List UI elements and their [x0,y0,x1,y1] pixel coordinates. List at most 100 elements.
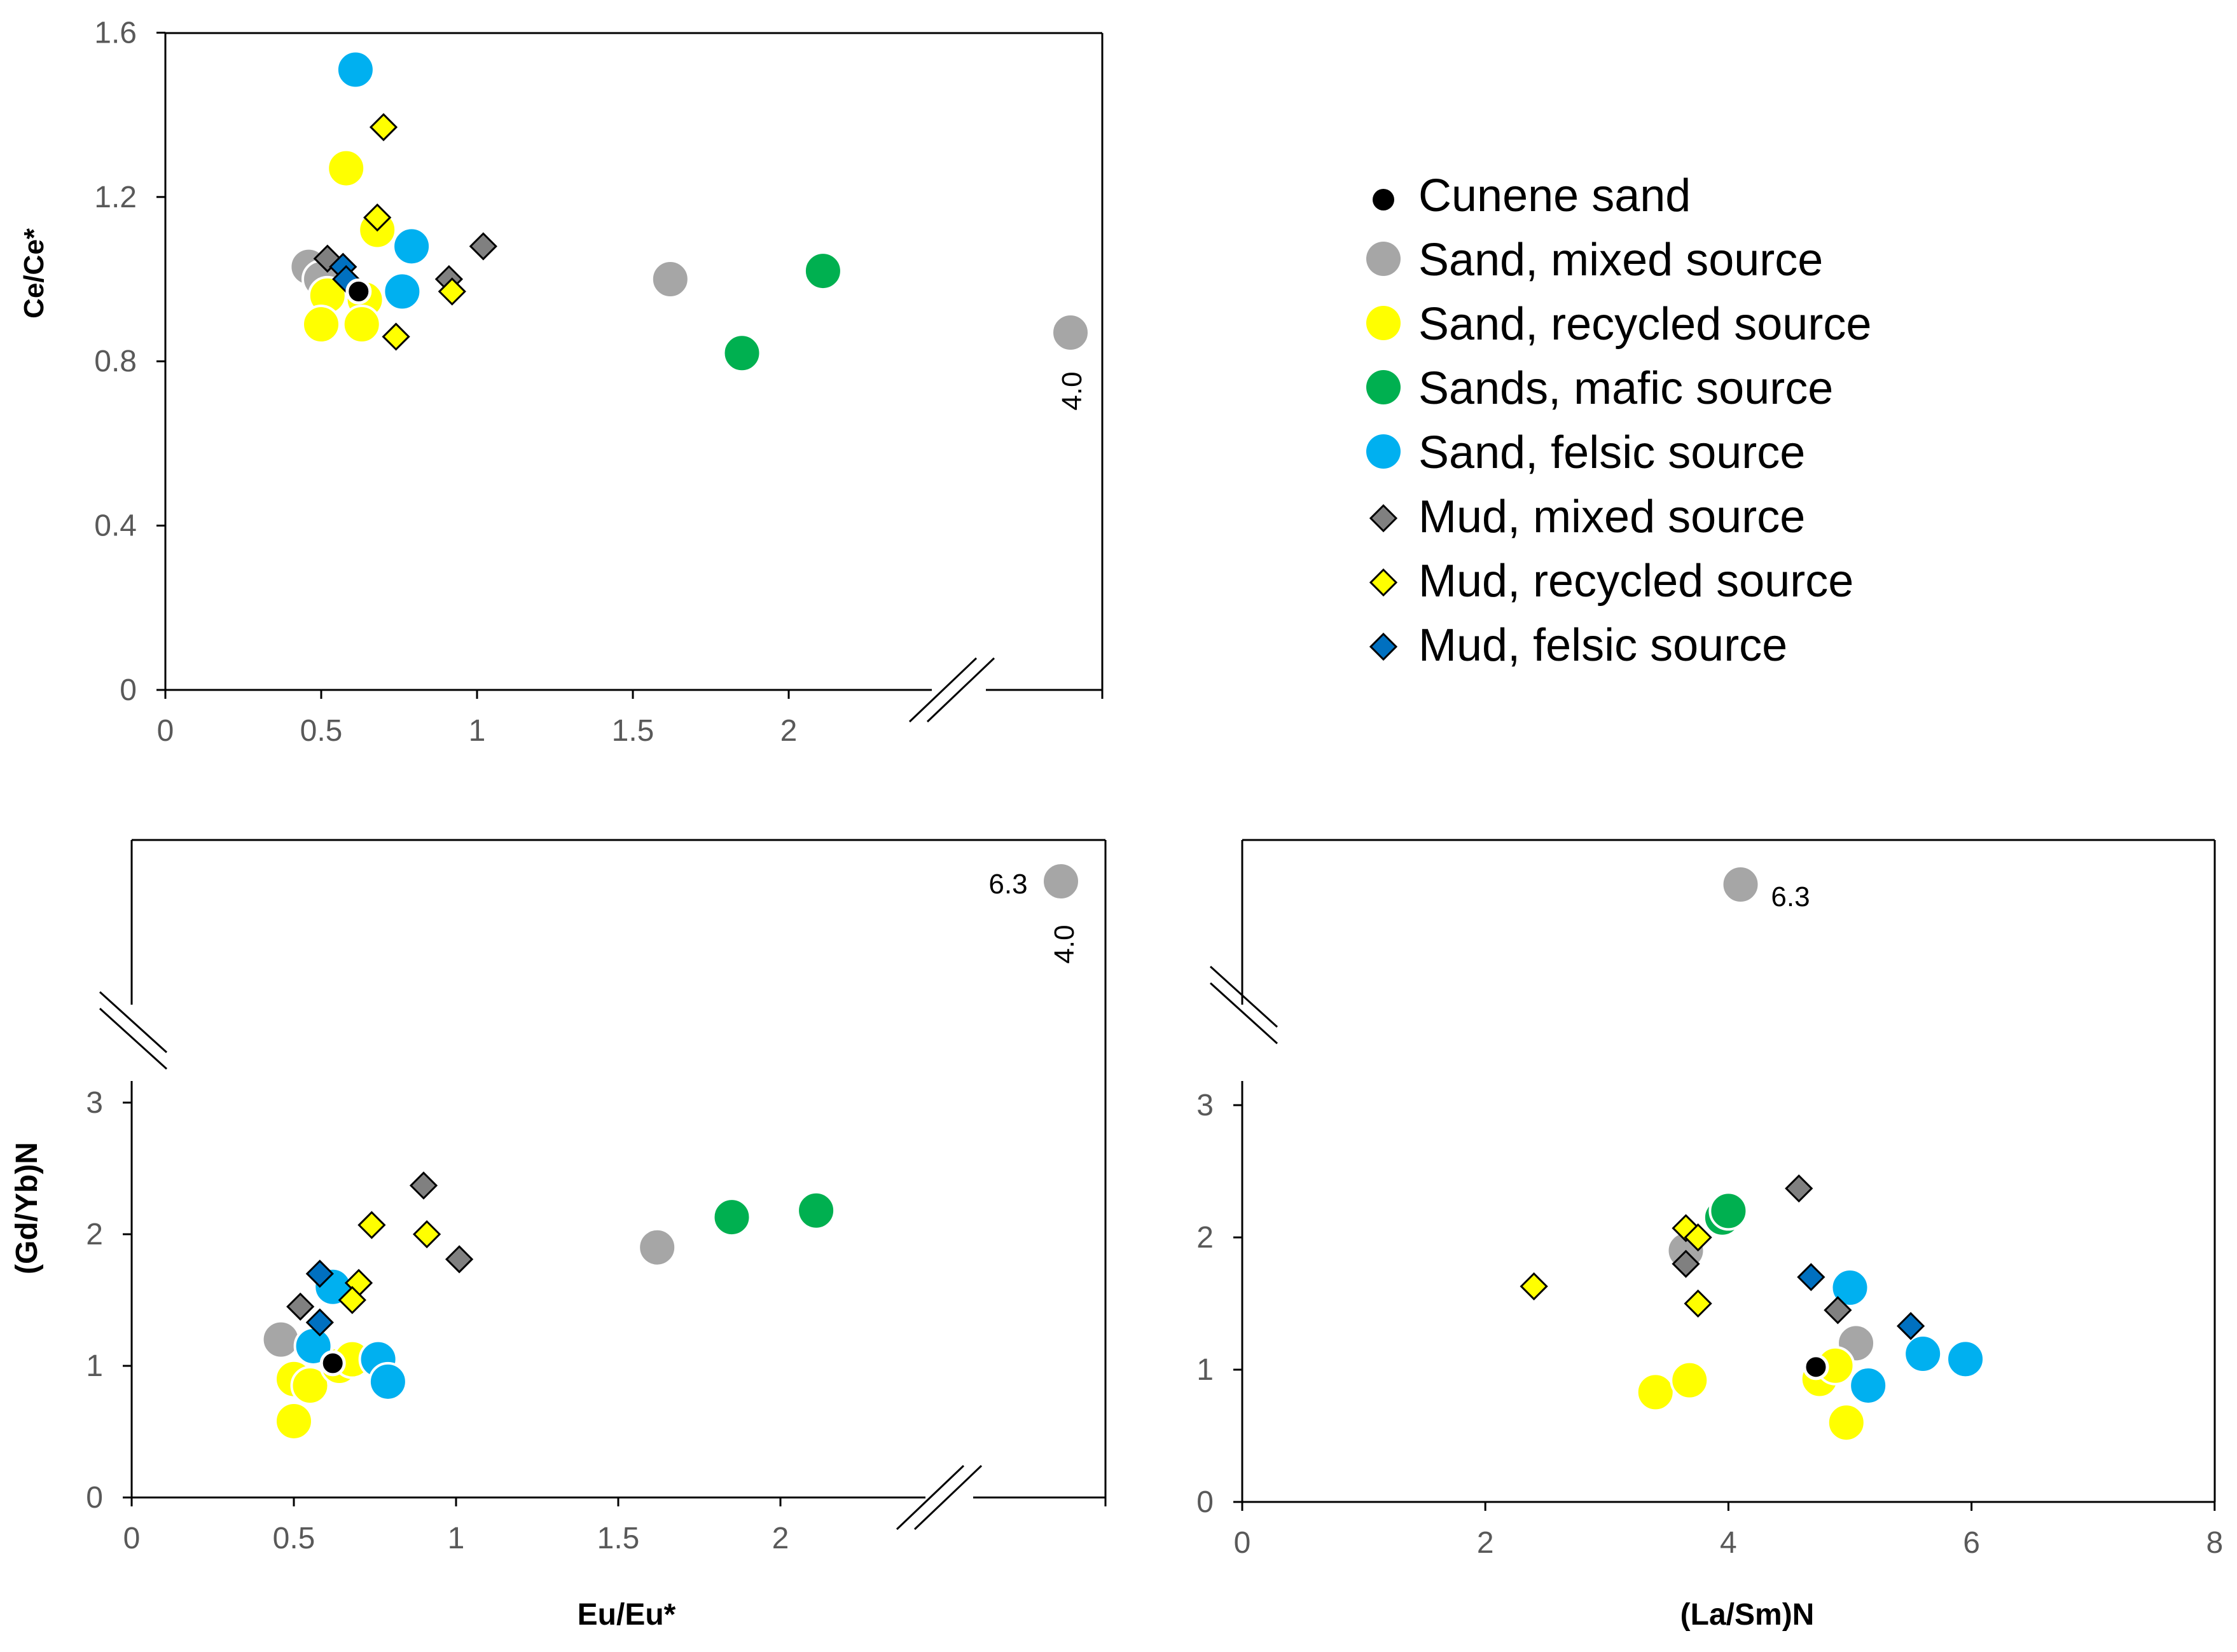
ce-y-tick-label: 0 [120,673,137,707]
legend-label: Mud, felsic source [1418,620,1787,671]
gd_eu-x-tick-label: 2 [772,1522,789,1555]
ce-x-break-mark-1 [926,657,995,723]
gd_la-annotation-0: 6.3 [1771,881,1810,912]
ce-y-tick-label: 1.2 [94,181,137,214]
legend-label: Sand, recycled source [1418,299,1871,350]
gd_eu-point-sand-mafic [796,1190,836,1230]
gd-la-chart: 0 2 4 6 8 0 1 2 3 6.3 (La/Sm)N [1196,839,2223,1632]
legend-item-sand-mixed: Sand, mixed source [1366,235,1823,286]
ce-point-sand-mafic [722,333,762,373]
ce-x-tick-label: 1.5 [612,714,654,748]
gd_eu-point-sand-recycled [290,1366,330,1406]
blue-circle-icon [1366,434,1401,469]
gd_eu-point-mud-recycled [357,1211,386,1239]
gd_eu-point-sand-felsic [368,1361,408,1401]
gd_eu-y-break-mark-1 [99,1007,168,1070]
gd_eu-point-mud-recycled [412,1220,441,1249]
ce-x-tick-label: 0.5 [300,714,343,748]
legend-label: Cunene sand [1418,170,1691,221]
ce-point-sand-felsic [335,50,375,90]
gd_la-y-tick-label: 3 [1196,1089,1214,1122]
ce-y-axis-title: Ce/Ce* [18,228,50,319]
ce-y-tick-label: 0.4 [94,509,137,543]
gd_la-point-sand-felsic [1848,1365,1888,1405]
gd_la-point-sand-recycled [1826,1403,1866,1443]
ce-point-sand-recycled [326,148,366,188]
ce-point-cunene [345,278,372,305]
legend-item-mud-mixed: Mud, mixed source [1369,492,1805,542]
gd_la-point-mud-mixed [1785,1174,1813,1203]
gd_la-point-mud-felsic [1797,1263,1825,1291]
gd_la-point-sand-felsic [1903,1334,1943,1374]
ce-point-sand-mafic [803,251,843,291]
gd_la-x-tick-label: 8 [2206,1526,2223,1560]
green-circle-icon [1366,370,1401,404]
la-x-axis-title: (La/Sm)N [1680,1598,1815,1632]
yellow-circle-icon [1366,306,1401,340]
gd_la-x-tick-label: 4 [1720,1526,1737,1560]
gd_eu-x-break-mark-1 [913,1464,983,1531]
legend-label: Sands, mafic source [1418,363,1833,414]
gd_eu-point-sand-mafic [712,1197,752,1237]
gd_la-y-tick-label: 0 [1196,1485,1214,1519]
gd_la-y-break-mark-1 [1209,982,1278,1045]
gd_la-point-sand-felsic [1946,1339,1986,1379]
legend: Cunene sand Sand, mixed source Sand, recyc… [1366,170,1871,671]
gd_eu-y-break-gap [128,1005,135,1081]
gd_eu-annotation-1: 4.0 [1049,925,1080,963]
grey-diamond-icon [1369,504,1398,533]
gd_eu-x-tick-label: 0.5 [273,1522,315,1555]
ce-point-sand-mixed [650,259,690,299]
eu-x-axis-title: Eu/Eu* [578,1598,676,1632]
gd_eu-y-tick-label: 1 [86,1349,103,1383]
gd_eu-point-mud-recycled [338,1286,366,1314]
legend-label: Mud, mixed source [1418,492,1805,542]
ce-point-mud-recycled [369,113,398,142]
ce-point-sand-recycled [342,305,382,345]
gd_la-point-mud-recycled [1520,1272,1548,1301]
gd_eu-x-tick-label: 1 [448,1522,465,1555]
gd_la-point-mud-recycled [1684,1289,1712,1318]
legend-item-sand-mafic: Sands, mafic source [1366,363,1833,414]
gd_eu-point-sand-mixed [261,1319,301,1359]
gd_la-point-mud-mixed [1824,1296,1852,1325]
ce-x-tick-label: 0 [157,714,174,748]
gd_la-point-sand-felsic [1830,1268,1870,1308]
gd_eu-y-tick-label: 3 [86,1086,103,1120]
legend-item-sand-recycled: Sand, recycled source [1366,299,1871,350]
yellow-diamond-icon [1369,568,1398,597]
legend-item-mud-recycled: Mud, recycled source [1369,556,1853,607]
gd_eu-y-tick-label: 2 [86,1218,103,1251]
gd_eu-annotation-0: 6.3 [988,869,1027,900]
ce-point-sand-felsic [392,226,432,266]
legend-item-cunene: Cunene sand [1373,170,1691,221]
ce-point-sand-felsic [382,272,422,312]
ce-point-mud-recycled [382,322,410,351]
gd_eu-point-mud-felsic [305,1308,334,1337]
gd_la-point-sand-recycled [1670,1360,1710,1400]
gd_eu-point-mud-mixed [445,1245,474,1274]
ce-point-mud-mixed [469,232,497,261]
grey-circle-icon [1366,242,1401,276]
black-dot-icon [1373,189,1394,210]
gd_la-x-tick-label: 2 [1477,1526,1494,1560]
ce-chart: 0 0.5 1 1.5 2 0 0.4 0.8 1.2 1.6 4.0 Ce/Ce* [18,16,1104,748]
gd_eu-y-tick-label: 0 [86,1481,103,1515]
gd_la-point-sand-mafic [1708,1191,1749,1231]
legend-item-sand-felsic: Sand, felsic source [1366,427,1805,478]
gd-y-axis-title: (Gd/Yb)N [10,1142,44,1274]
gd_eu-x-break-mark-0 [896,1464,965,1531]
legend-item-mud-felsic: Mud, felsic source [1369,620,1787,671]
gd_la-point-cunene [1803,1354,1829,1380]
gd_la-point-sand-mixed [1721,865,1761,904]
gd_eu-point-sand-mixed [637,1227,677,1267]
legend-label: Mud, recycled source [1418,556,1853,607]
gd_eu-point-mud-mixed [409,1171,438,1200]
ce-x-tick-label: 1 [469,714,486,748]
ce-x-break-mark-0 [908,657,978,723]
gd_eu-point-sand-recycled [274,1401,314,1441]
gd_eu-point-sand-mixed [1041,862,1081,901]
gd_eu-point-mud-felsic [305,1259,334,1288]
ce-point-sand-recycled [301,305,341,345]
